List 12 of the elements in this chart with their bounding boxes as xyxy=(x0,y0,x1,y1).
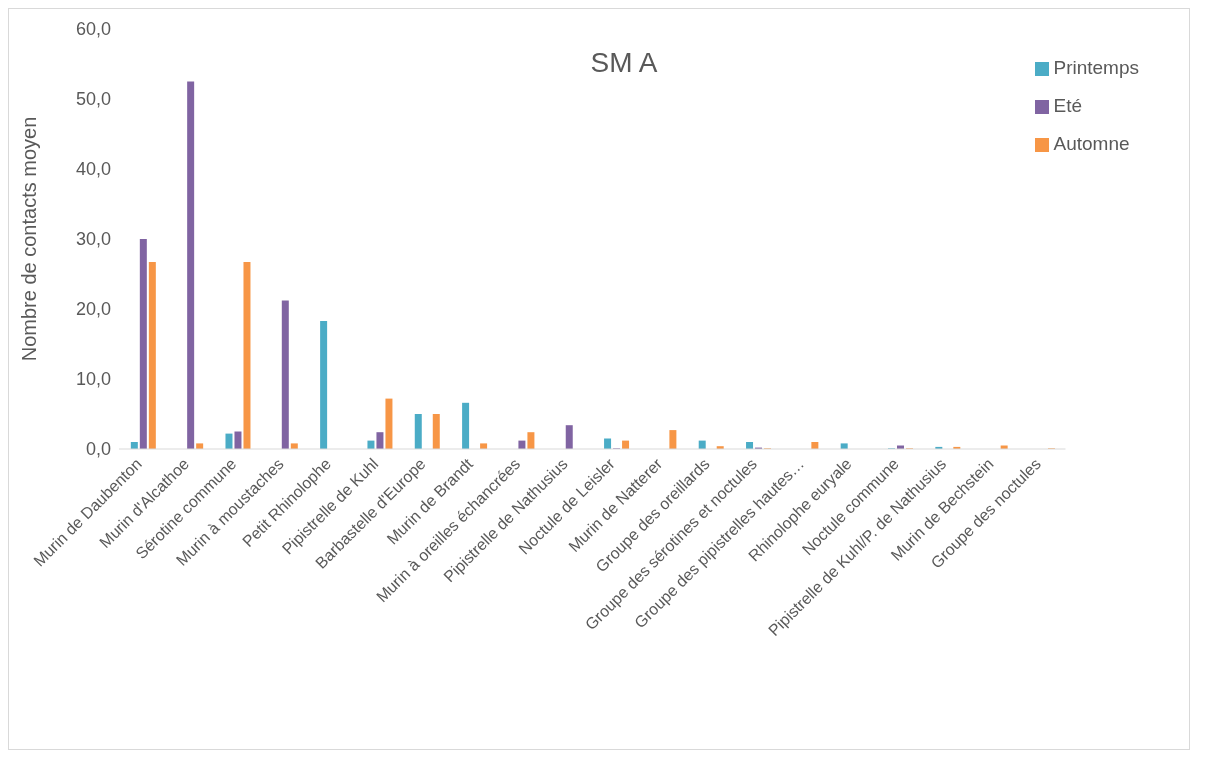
text: SM A xyxy=(590,47,658,78)
y-tick-label: 10,0 xyxy=(75,369,111,390)
legend-label: Automne xyxy=(1053,133,1130,154)
y-axis-title: Nombre de contacts moyen xyxy=(18,116,41,362)
y-tick-label: 20,0 xyxy=(75,299,111,320)
legend-label: Printemps xyxy=(1053,57,1139,78)
y-tick-label: 0,0 xyxy=(85,439,111,460)
y-tick-label: 30,0 xyxy=(75,229,111,250)
y-tick-label: 60,0 xyxy=(75,19,111,40)
legend-label: Eté xyxy=(1053,95,1082,116)
y-tick-label: 50,0 xyxy=(75,89,111,110)
y-tick-label: 40,0 xyxy=(75,159,111,180)
